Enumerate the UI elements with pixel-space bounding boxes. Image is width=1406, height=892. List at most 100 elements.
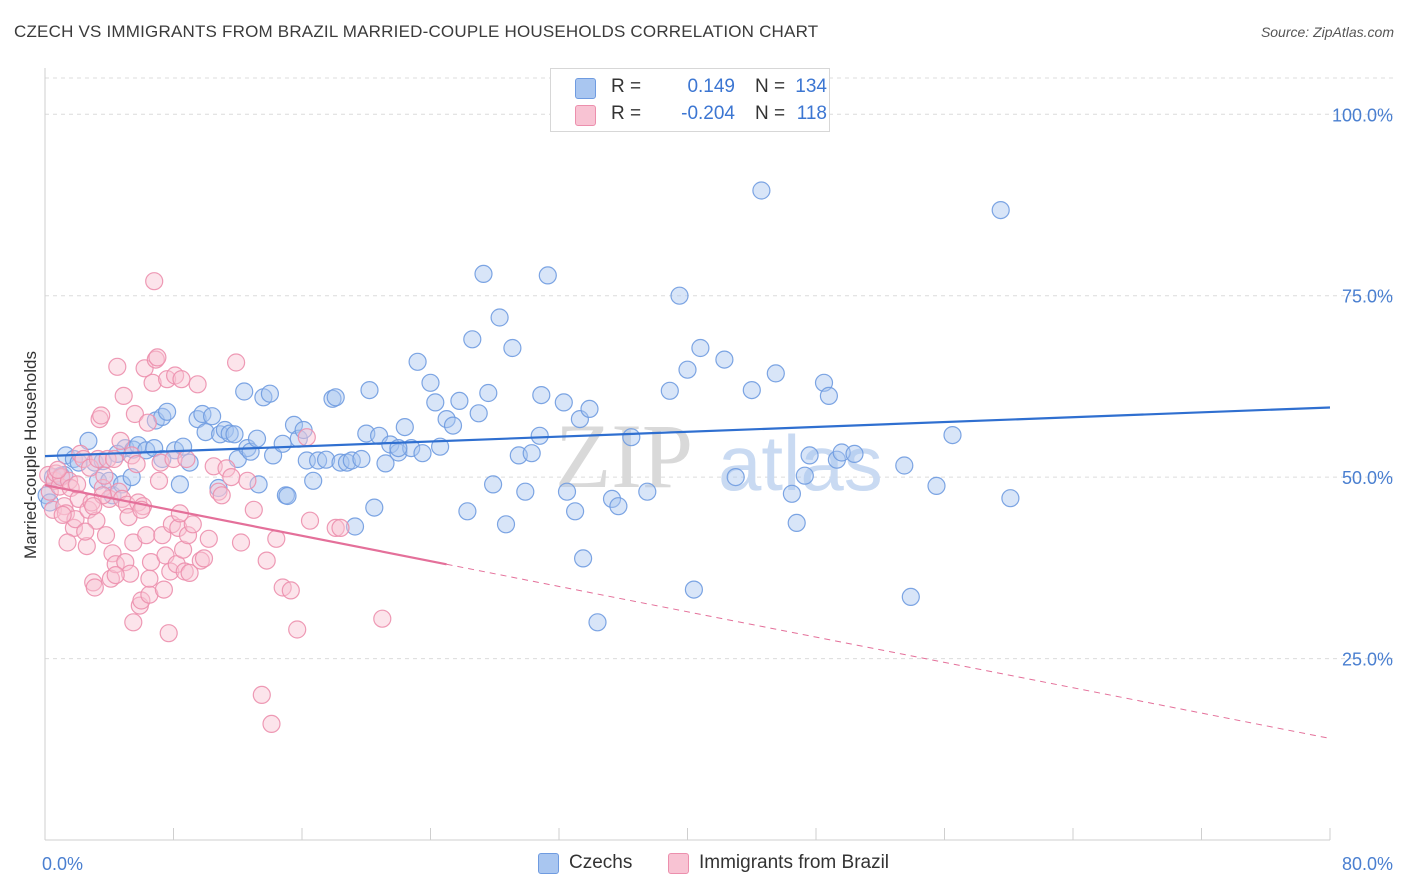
data-point xyxy=(538,266,557,285)
data-point xyxy=(479,383,498,403)
data-point xyxy=(140,585,159,604)
data-point xyxy=(140,569,159,588)
data-point xyxy=(92,406,111,425)
data-point xyxy=(684,580,704,599)
data-point xyxy=(158,402,177,421)
data-point xyxy=(580,399,599,418)
data-point xyxy=(326,518,345,538)
legend-r-label: R = xyxy=(611,103,642,124)
data-point xyxy=(943,426,962,445)
x-tick-label-min: 0.0% xyxy=(42,854,83,874)
data-point xyxy=(103,544,122,563)
data-point xyxy=(125,404,144,424)
data-point xyxy=(53,505,72,525)
data-point xyxy=(111,431,130,450)
data-point xyxy=(530,426,549,445)
data-point xyxy=(458,502,477,521)
data-point xyxy=(317,450,336,469)
data-point xyxy=(48,460,68,479)
data-point xyxy=(143,373,162,392)
data-point xyxy=(249,475,268,494)
trend-line-brazil-extension xyxy=(446,563,1331,739)
data-point xyxy=(247,429,267,448)
data-point xyxy=(588,613,607,632)
watermark-zip: ZIP xyxy=(555,405,693,507)
bottom-legend-label-brazil: Immigrants from Brazil xyxy=(699,852,890,873)
data-point xyxy=(352,449,371,469)
chart-title: CZECH VS IMMIGRANTS FROM BRAZIL MARRIED-… xyxy=(14,22,819,41)
data-point xyxy=(573,549,593,568)
data-point xyxy=(557,482,577,501)
data-point xyxy=(174,540,193,559)
data-point xyxy=(106,565,125,585)
data-point xyxy=(96,526,116,545)
data-point xyxy=(121,564,140,583)
data-point xyxy=(474,264,493,283)
data-point xyxy=(1001,489,1020,508)
data-point xyxy=(413,444,432,463)
data-point xyxy=(726,468,745,487)
stats-legend: R = 0.149 N = 134 R = -0.204 N = 118 xyxy=(550,68,830,132)
data-point xyxy=(342,451,361,470)
tick-labels: 25.0% 50.0% 75.0% 100.0% 0.0% 80.0% xyxy=(42,105,1393,874)
data-point xyxy=(177,449,196,469)
data-point xyxy=(819,386,839,405)
data-point xyxy=(991,201,1010,220)
data-point xyxy=(231,533,251,552)
data-point xyxy=(782,484,802,503)
legend-r-value: -0.204 xyxy=(681,103,735,124)
data-point xyxy=(225,425,244,444)
data-point xyxy=(609,497,628,516)
data-point xyxy=(180,563,199,583)
legend-r-label: R = xyxy=(611,76,642,97)
data-point xyxy=(172,370,191,389)
legend-n-value: 118 xyxy=(796,103,827,124)
data-point xyxy=(532,386,551,405)
data-point xyxy=(278,486,297,506)
data-point xyxy=(845,444,864,463)
data-point xyxy=(252,685,271,705)
data-point xyxy=(484,475,503,494)
legend-swatch-brazil xyxy=(575,105,596,126)
data-point xyxy=(691,338,710,358)
data-point xyxy=(503,338,522,358)
data-point xyxy=(58,533,77,552)
data-point xyxy=(76,522,95,541)
data-point xyxy=(138,413,157,432)
data-point xyxy=(124,613,143,632)
data-point xyxy=(79,431,98,450)
data-point xyxy=(178,526,198,545)
data-point xyxy=(345,517,365,536)
data-point xyxy=(365,498,384,517)
data-point xyxy=(660,381,679,400)
data-point xyxy=(137,526,156,545)
data-point xyxy=(148,348,167,367)
legend-n-label: N = xyxy=(755,103,786,124)
data-point xyxy=(217,459,236,478)
data-point xyxy=(360,381,379,400)
data-point xyxy=(463,330,482,349)
trend-line-czechs xyxy=(44,406,1331,458)
data-point xyxy=(490,308,509,327)
bottom-legend-swatch-brazil xyxy=(668,853,689,874)
data-point xyxy=(95,466,114,485)
bottom-legend-label-czechs: Czechs xyxy=(569,852,633,873)
data-point xyxy=(262,714,281,734)
y-tick-label: 75.0% xyxy=(1342,287,1393,307)
data-point xyxy=(522,444,541,463)
data-point xyxy=(331,453,350,472)
data-point xyxy=(183,515,202,534)
x-tick-label-max: 80.0% xyxy=(1342,854,1393,874)
data-point xyxy=(395,418,414,437)
data-point xyxy=(199,529,218,548)
data-point xyxy=(408,352,427,371)
data-point xyxy=(927,476,946,495)
data-point xyxy=(443,416,463,435)
data-point xyxy=(284,415,304,434)
data-point xyxy=(376,454,395,473)
data-point xyxy=(450,391,469,410)
data-point xyxy=(373,609,392,628)
data-point xyxy=(402,439,421,458)
data-point xyxy=(145,272,164,291)
